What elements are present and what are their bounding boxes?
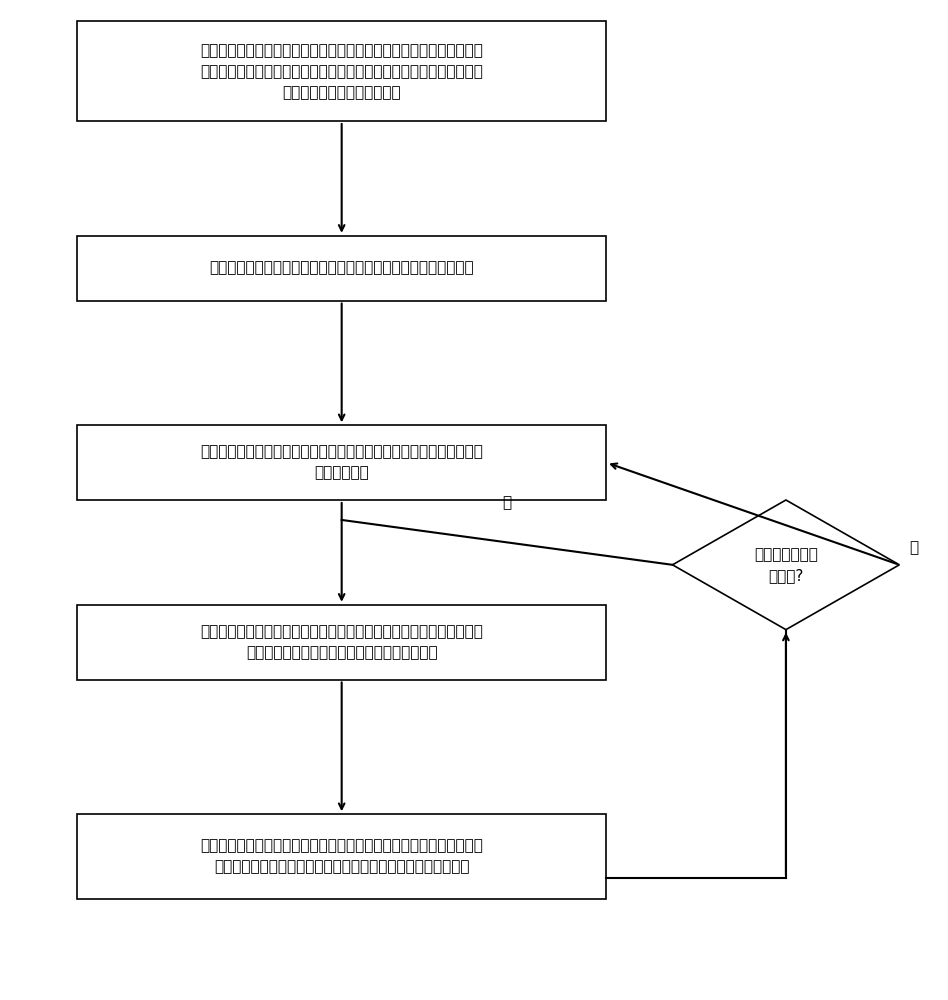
FancyBboxPatch shape <box>77 21 607 121</box>
FancyBboxPatch shape <box>77 605 607 680</box>
Text: 否: 否 <box>502 495 512 510</box>
FancyBboxPatch shape <box>77 425 607 500</box>
FancyBboxPatch shape <box>77 236 607 301</box>
Text: 到达信号配时优
化时刻?: 到达信号配时优 化时刻? <box>754 547 818 583</box>
FancyBboxPatch shape <box>77 814 607 899</box>
Text: 在交叉口原有的信号相位的基础上增加一个智能网联车专用相位。: 在交叉口原有的信号相位的基础上增加一个智能网联车专用相位。 <box>210 261 474 276</box>
Text: 切换到智能网联车专用相位时，来自所有方向的智能网联车均可以进入
交叉口，依照规定的协议，围绕虚拟环岛运行。: 切换到智能网联车专用相位时，来自所有方向的智能网联车均可以进入 交叉口，依照规定… <box>200 624 483 660</box>
Text: 检测驶向交叉口的智能网联车和其它车辆的流量情况，并以此为根据调
整信号配时。: 检测驶向交叉口的智能网联车和其它车辆的流量情况，并以此为根据调 整信号配时。 <box>200 445 483 481</box>
Text: 切换到常规的信号灯相位时，其它类型的车辆（人工驾驶车辆、自主行
驶车辆、网联车等）按照信号灯的指示进行直行、左转、右转；: 切换到常规的信号灯相位时，其它类型的车辆（人工驾驶车辆、自主行 驶车辆、网联车等… <box>200 839 483 875</box>
Text: 是: 是 <box>909 540 918 555</box>
Text: 将进口道最内侧车道设置为智能网联车专用车道，在交叉口中央用标线
标记出虚拟环岛的位置，在交叉口处设置用于与智能网联车交互并作出
行车指示的交叉口控制中心。: 将进口道最内侧车道设置为智能网联车专用车道，在交叉口中央用标线 标记出虚拟环岛的… <box>200 43 483 100</box>
Polygon shape <box>672 500 900 630</box>
